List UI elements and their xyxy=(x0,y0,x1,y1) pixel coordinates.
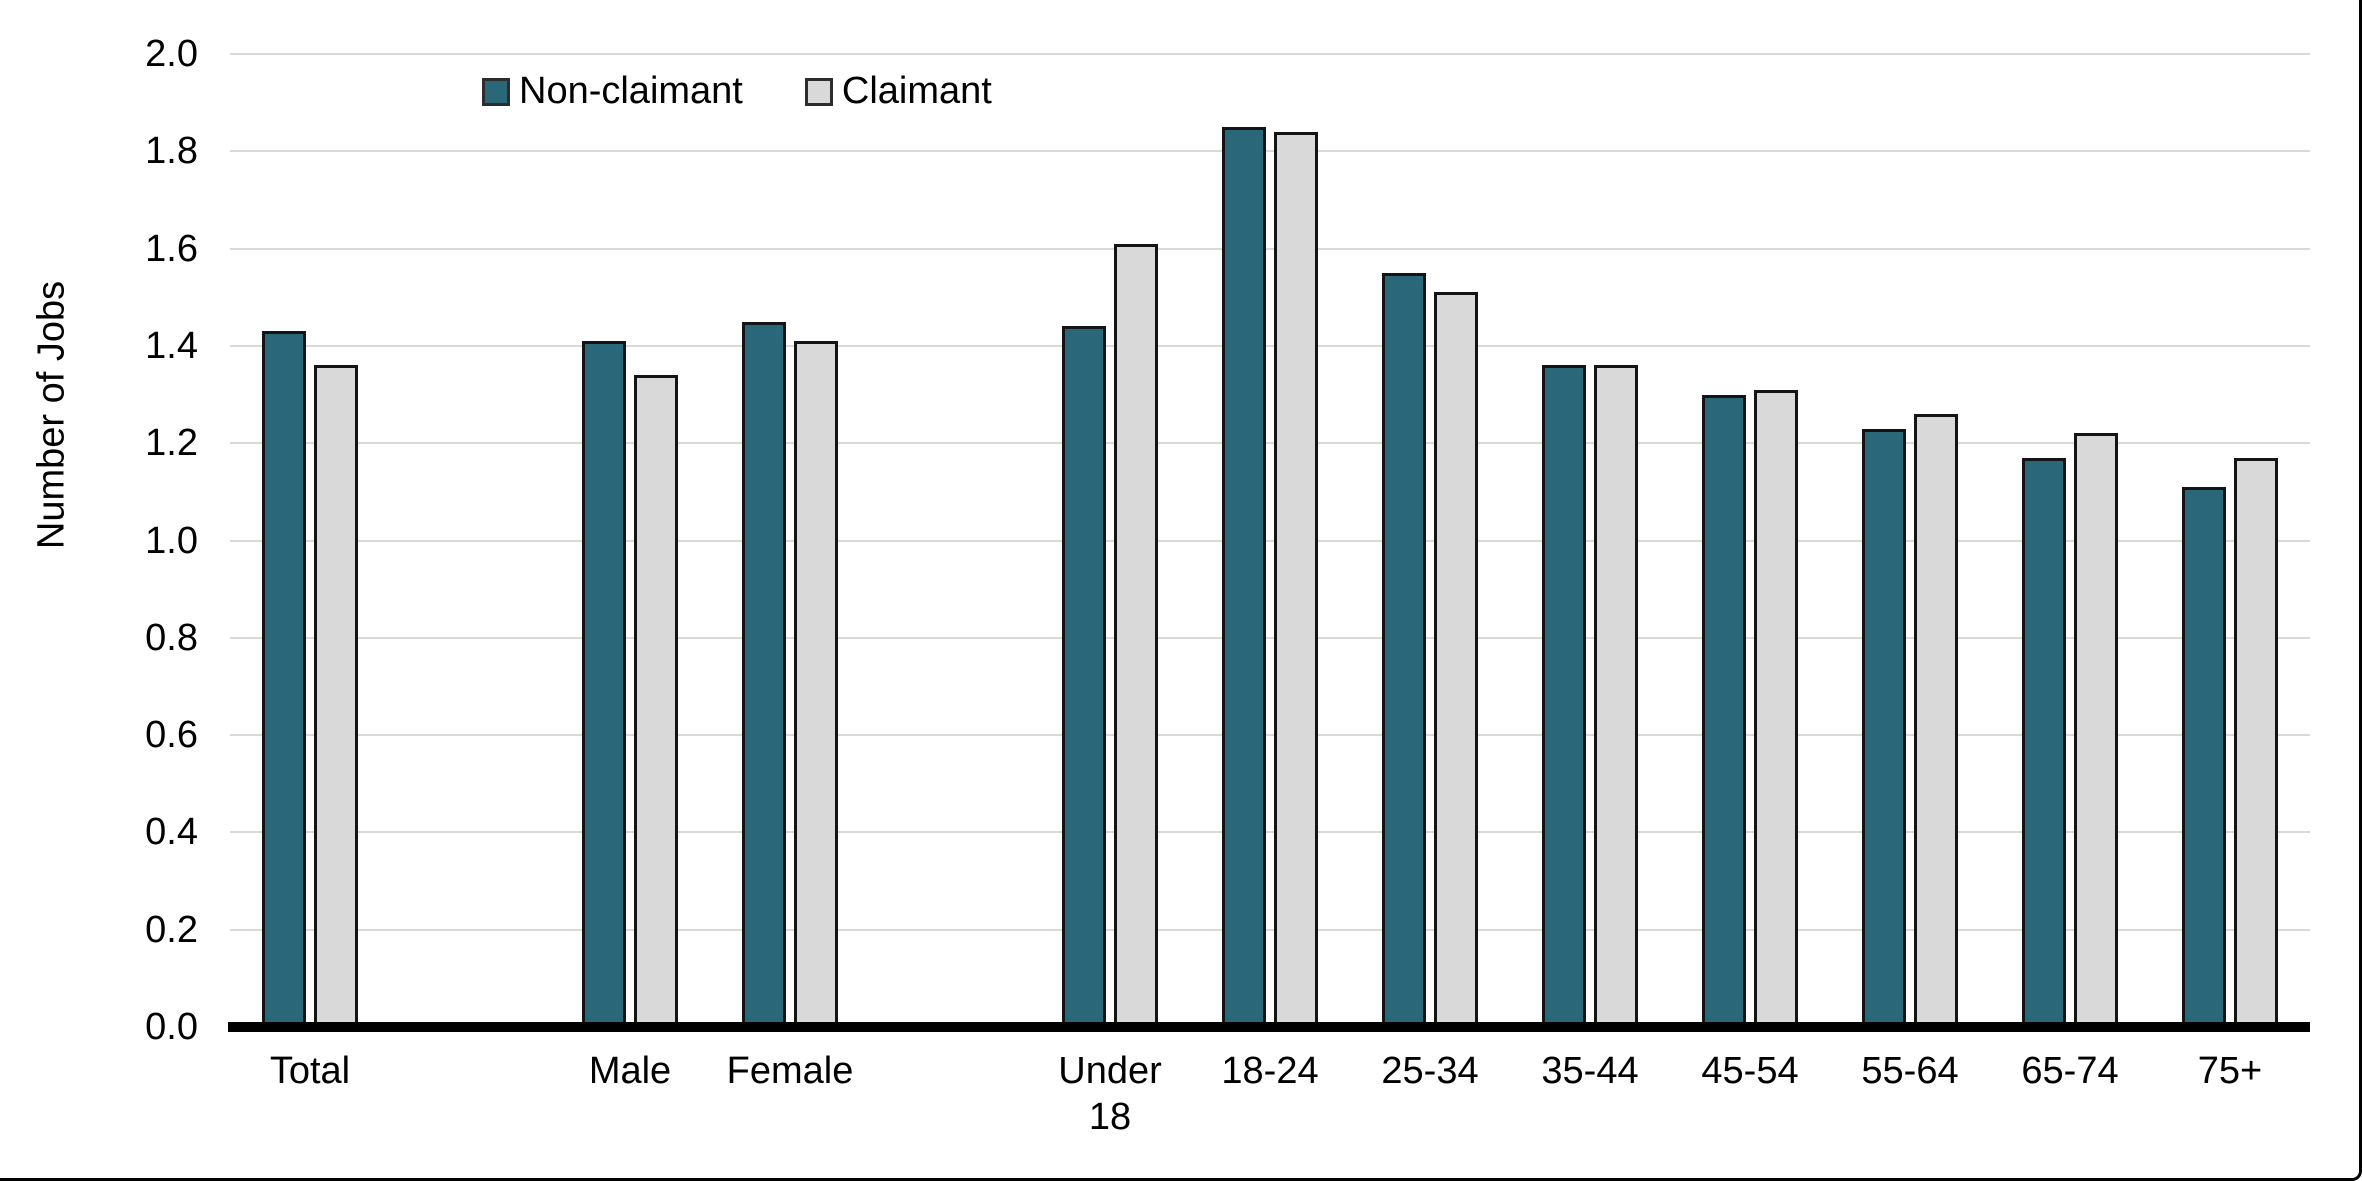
bar-non-claimant-under-18 xyxy=(1062,326,1106,1027)
x-label-35-44: 35-44 xyxy=(1541,1050,1639,1092)
x-label-male: Male xyxy=(588,1050,672,1092)
bar-non-claimant-55-64 xyxy=(1862,429,1906,1027)
x-label-female: Female xyxy=(726,1050,854,1092)
y-tick-label-1.0: 1.0 xyxy=(145,520,198,562)
bar-non-claimant-female xyxy=(742,322,786,1027)
y-tick-label-1.4: 1.4 xyxy=(145,325,198,367)
legend-item-non-claimant: Non-claimant xyxy=(482,70,743,113)
gridline-0.6 xyxy=(230,734,2310,737)
bar-claimant-75- xyxy=(2234,458,2278,1027)
y-tick-label-1.2: 1.2 xyxy=(145,422,198,464)
bar-claimant-65-74 xyxy=(2074,433,2118,1027)
bar-non-claimant-35-44 xyxy=(1542,365,1586,1027)
legend: Non-claimant Claimant xyxy=(482,70,992,113)
bar-claimant-35-44 xyxy=(1594,365,1638,1027)
bar-non-claimant-18-24 xyxy=(1222,127,1266,1027)
bar-non-claimant-65-74 xyxy=(2022,458,2066,1027)
bar-claimant-45-54 xyxy=(1754,390,1798,1027)
bar-non-claimant-45-54 xyxy=(1702,395,1746,1027)
gridline-0.2 xyxy=(230,928,2310,931)
bar-claimant-25-34 xyxy=(1434,292,1478,1027)
y-tick-label-0.0: 0.0 xyxy=(145,1006,198,1048)
bar-claimant-under-18 xyxy=(1114,244,1158,1027)
gridline-1.6 xyxy=(230,247,2310,250)
bar-claimant-55-64 xyxy=(1914,414,1958,1027)
gridline-2.0 xyxy=(230,53,2310,56)
x-label-under-18: Under 18 xyxy=(1058,1050,1162,1138)
gridline-0.4 xyxy=(230,831,2310,834)
plot-area xyxy=(230,53,2310,1027)
y-tick-label-0.2: 0.2 xyxy=(145,909,198,951)
gridline-0.8 xyxy=(230,636,2310,639)
bar-claimant-total xyxy=(314,365,358,1027)
y-tick-label-1.8: 1.8 xyxy=(145,130,198,172)
x-axis-line xyxy=(228,1022,2310,1032)
x-label-45-54: 45-54 xyxy=(1701,1050,1799,1092)
bar-claimant-male xyxy=(634,375,678,1027)
x-label-total: Total xyxy=(269,1050,351,1092)
gridline-1.2 xyxy=(230,442,2310,445)
bar-non-claimant-total xyxy=(262,331,306,1027)
x-label-18-24: 18-24 xyxy=(1221,1050,1319,1092)
legend-label-claimant: Claimant xyxy=(841,70,992,112)
bar-claimant-18-24 xyxy=(1274,132,1318,1027)
y-tick-label-0.4: 0.4 xyxy=(145,811,198,853)
legend-label-non-claimant: Non-claimant xyxy=(519,70,743,112)
bar-claimant-female xyxy=(794,341,838,1027)
gridline-1.4 xyxy=(230,344,2310,347)
legend-swatch-claimant xyxy=(804,77,833,106)
gridline-1.8 xyxy=(230,150,2310,153)
y-tick-label-1.6: 1.6 xyxy=(145,228,198,270)
x-label-75-: 75+ xyxy=(2197,1050,2263,1092)
y-axis-title: Number of Jobs xyxy=(30,280,73,550)
x-label-55-64: 55-64 xyxy=(1861,1050,1959,1092)
legend-swatch-non-claimant xyxy=(482,77,510,106)
x-label-65-74: 65-74 xyxy=(2021,1050,2119,1092)
y-tick-label-2.0: 2.0 xyxy=(145,33,198,75)
x-label-25-34: 25-34 xyxy=(1381,1050,1479,1092)
y-tick-label-0.8: 0.8 xyxy=(145,617,198,659)
gridline-1.0 xyxy=(230,539,2310,542)
legend-item-claimant: Claimant xyxy=(804,70,992,113)
y-tick-label-0.6: 0.6 xyxy=(145,714,198,756)
bar-non-claimant-25-34 xyxy=(1382,273,1426,1027)
bar-non-claimant-male xyxy=(582,341,626,1027)
bar-non-claimant-75- xyxy=(2182,487,2226,1027)
